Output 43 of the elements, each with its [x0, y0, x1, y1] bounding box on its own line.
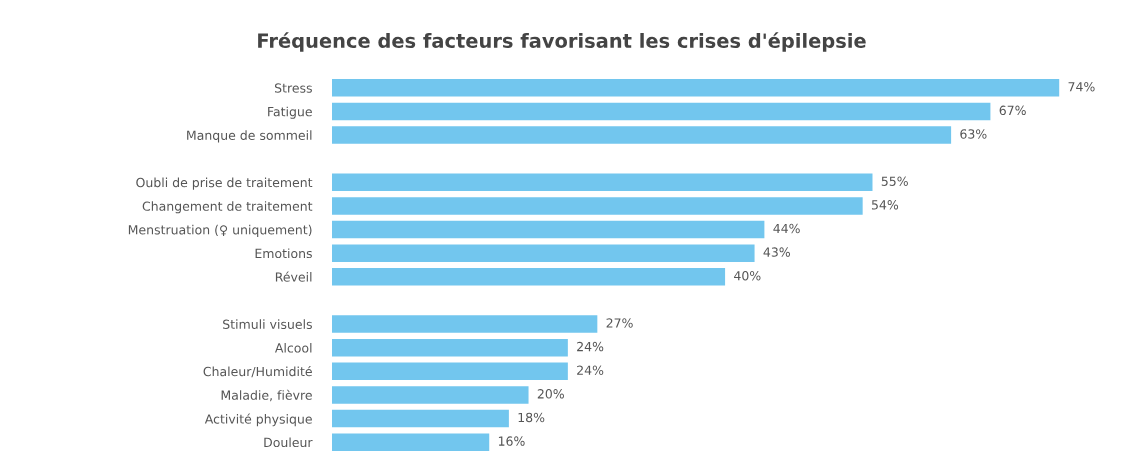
y-tick-label: Fatigue [268, 106, 312, 119]
data-label: 74% [1068, 81, 1095, 92]
y-tick-label: Oubli de prise de traitement [136, 177, 313, 190]
y-tick-label: Alcool [274, 342, 312, 353]
bar [332, 197, 863, 215]
bar [332, 102, 991, 121]
data-label: 27% [606, 318, 633, 328]
y-tick-label: Activité physique [204, 413, 312, 427]
y-tick-label: Changement de traitement [142, 201, 313, 214]
data-label: 44% [773, 223, 800, 234]
data-label: 20% [537, 389, 564, 399]
bar [332, 79, 1060, 97]
data-label: 40% [734, 270, 761, 281]
bar [332, 433, 490, 451]
data-label: 67% [999, 105, 1026, 116]
y-tick-label: Douleur [264, 437, 313, 448]
bar [332, 268, 726, 286]
data-label: 63% [960, 129, 987, 139]
data-label: 18% [518, 412, 545, 423]
bar [332, 338, 568, 357]
bar [332, 173, 873, 192]
data-label: 54% [871, 200, 899, 210]
data-label: 55% [881, 176, 908, 186]
y-tick-label: Réveil [275, 271, 312, 282]
y-tick-label: Maladie, fièvre [221, 389, 312, 402]
bar [332, 409, 509, 428]
data-label: 16% [498, 436, 525, 446]
bar [332, 315, 598, 333]
bar [332, 126, 952, 144]
bar [332, 386, 529, 404]
y-tick-label: Menstruation (♀ uniquement) [128, 224, 312, 237]
y-tick-label: Emotions [255, 248, 312, 259]
y-tick-label: Stimuli visuels [223, 319, 312, 329]
bar [332, 362, 568, 381]
bar [332, 244, 755, 262]
chart-title: Fréquence des facteurs favorisant les crises d'épilepsie [258, 32, 866, 52]
y-tick-label: Stress [274, 83, 312, 93]
data-label: 43% [763, 247, 790, 257]
y-tick-label: Manque de sommeil [187, 130, 312, 143]
y-tick-label: Chaleur/Humidité [203, 366, 312, 378]
bar [332, 220, 765, 239]
data-label: 24% [577, 341, 604, 352]
data-label: 24% [577, 365, 604, 375]
